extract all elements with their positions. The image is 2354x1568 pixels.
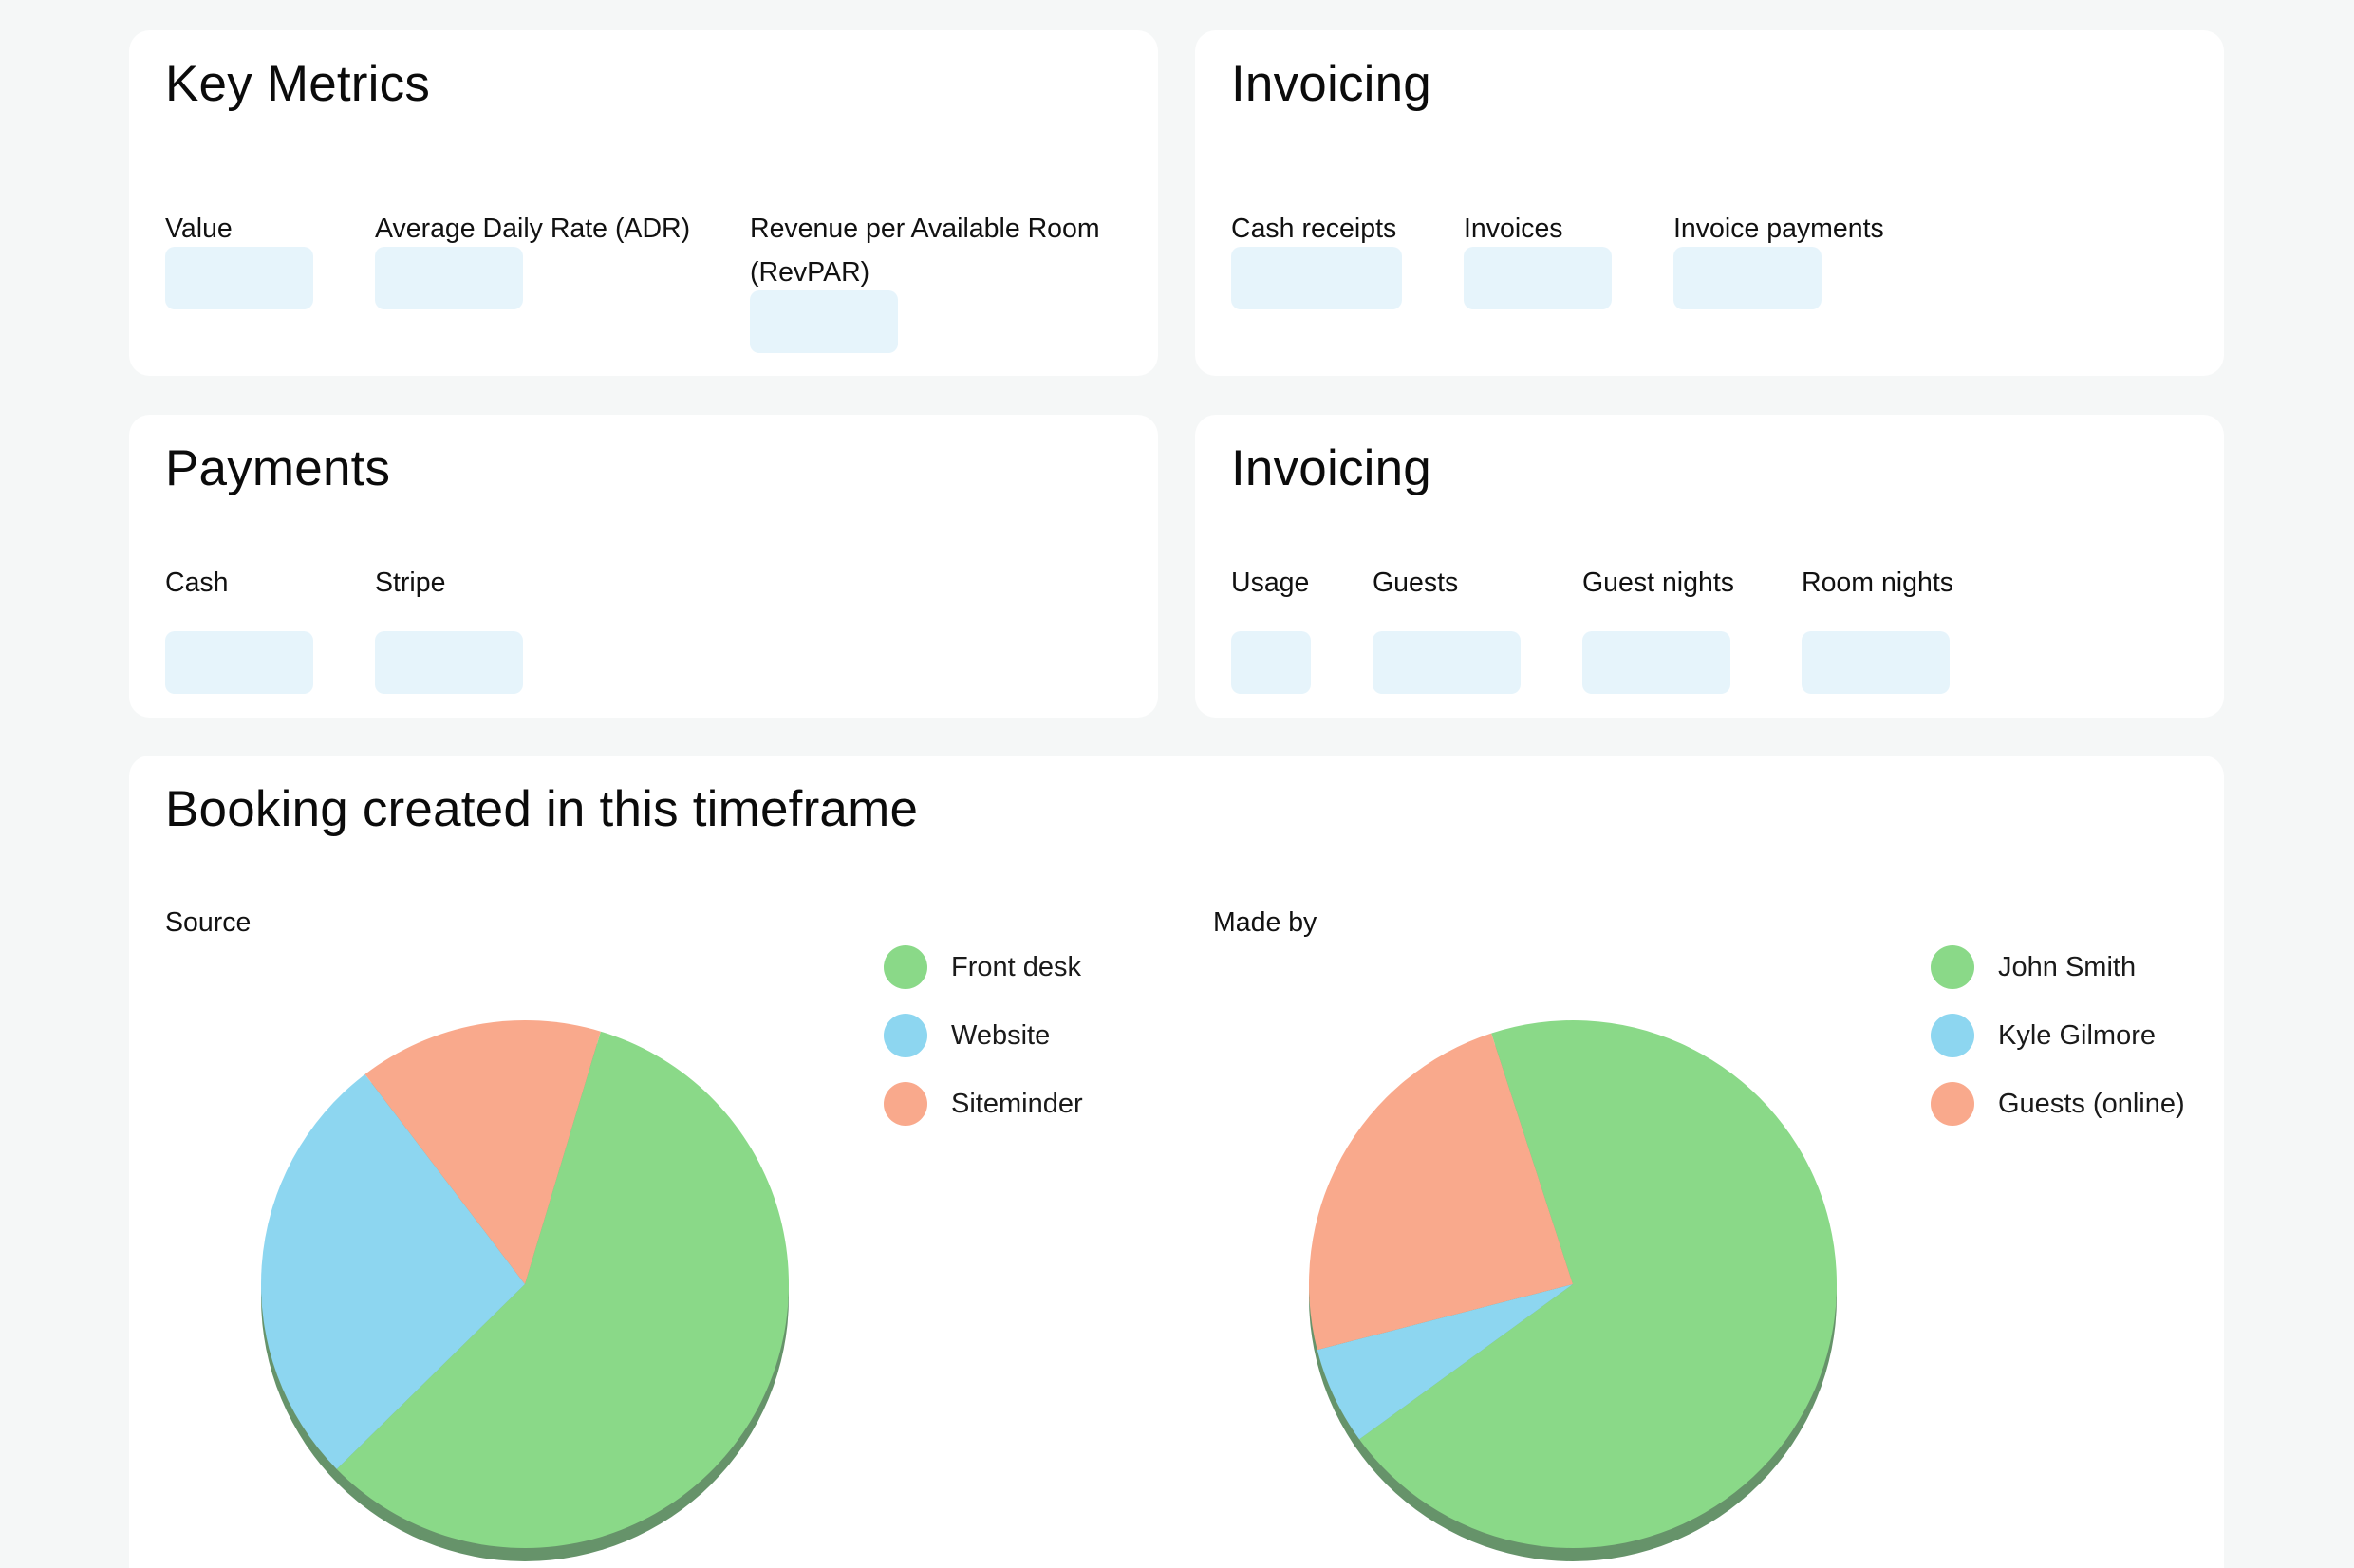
legend-dot-icon	[1931, 945, 1974, 989]
metric-cash-placeholder	[165, 631, 313, 694]
metric-label: Value	[165, 214, 233, 244]
metric-label: Guest nights	[1582, 568, 1735, 598]
metric-invoice-payments: Invoice payments	[1673, 207, 1884, 251]
legend-label: Front desk	[951, 951, 1081, 982]
legend-item[interactable]: Front desk	[884, 944, 1081, 990]
metric-label: Stripe	[375, 568, 446, 598]
legend-item[interactable]: Siteminder	[884, 1081, 1083, 1127]
metric-revpar-placeholder	[750, 290, 898, 353]
metric-guest-nights: Guest nights	[1582, 561, 1734, 605]
metric-stripe-placeholder	[375, 631, 523, 694]
metric-room-nights: Room nights	[1802, 561, 1953, 605]
legend-item[interactable]: Kyle Gilmore	[1931, 1013, 2156, 1058]
metric-cash-receipts-placeholder	[1231, 247, 1402, 309]
metric-adr: Average Daily Rate (ADR)	[375, 207, 690, 251]
invoicing-title: Invoicing	[1231, 56, 1431, 112]
legend-item[interactable]: John Smith	[1931, 944, 2136, 990]
metric-invoice-payments-placeholder	[1673, 247, 1822, 309]
metric-invoices-placeholder	[1464, 247, 1612, 309]
metric-label: Revenue per Available Room	[750, 214, 1100, 244]
payments-title: Payments	[165, 440, 391, 496]
chart-title-source: Source	[165, 907, 252, 938]
bookings-card: Booking created in this timeframe Source…	[129, 756, 2224, 1568]
legend-label: Website	[951, 1019, 1051, 1051]
payments-card: Payments Cash Stripe	[129, 415, 1158, 718]
legend-label: Siteminder	[951, 1088, 1083, 1119]
legend-dot-icon	[1931, 1082, 1974, 1126]
legend-label: John Smith	[1998, 951, 2137, 982]
metric-label: Guests	[1373, 568, 1459, 598]
metric-label: Usage	[1231, 568, 1310, 598]
metric-guests-placeholder	[1373, 631, 1521, 694]
metric-label: Invoices	[1464, 214, 1563, 244]
pie-slice-website[interactable]	[261, 1073, 525, 1469]
metric-label-line2: (RevPAR)	[750, 257, 870, 288]
bookings-title: Booking created in this timeframe	[165, 781, 919, 837]
metric-value-placeholder	[165, 247, 313, 309]
legend-dot-icon	[884, 945, 927, 989]
invoicing-card: Invoicing Cash receipts Invoices Invoice…	[1195, 30, 2224, 376]
metric-guest-nights-placeholder	[1582, 631, 1730, 694]
legend-dot-icon	[884, 1082, 927, 1126]
key-metrics-title: Key Metrics	[165, 56, 431, 112]
legend-label: Kyle Gilmore	[1998, 1019, 2156, 1051]
legend-item[interactable]: Website	[884, 1013, 1050, 1058]
usage-card-title: Invoicing	[1231, 440, 1431, 496]
metric-label: Invoice payments	[1673, 214, 1884, 244]
metric-stripe: Stripe	[375, 561, 445, 605]
metric-label: Cash	[165, 568, 229, 598]
metric-guests: Guests	[1373, 561, 1458, 605]
source-pie-chart	[261, 1020, 789, 1561]
pie-slice-siteminder[interactable]	[364, 1020, 601, 1284]
legend-dot-icon	[884, 1014, 927, 1057]
metric-invoices: Invoices	[1464, 207, 1563, 251]
legend-item[interactable]: Guests (online)	[1931, 1081, 2185, 1127]
legend-dot-icon	[1931, 1014, 1974, 1057]
metric-label: Room nights	[1802, 568, 1953, 598]
metric-cash-receipts: Cash receipts	[1231, 207, 1396, 251]
usage-card: Invoicing Usage Guests Guest nights Room…	[1195, 415, 2224, 718]
pie-slice-front-desk[interactable]	[336, 1031, 789, 1548]
metric-revpar: Revenue per Available Room (RevPAR)	[750, 207, 1100, 294]
metric-cash: Cash	[165, 561, 229, 605]
metric-label: Cash receipts	[1231, 214, 1397, 244]
metric-adr-placeholder	[375, 247, 523, 309]
chart-title-made-by: Made by	[1213, 907, 1317, 938]
metric-usage: Usage	[1231, 561, 1309, 605]
metric-usage-placeholder	[1231, 631, 1311, 694]
key-metrics-card: Key Metrics Value Average Daily Rate (AD…	[129, 30, 1158, 376]
metric-room-nights-placeholder	[1802, 631, 1950, 694]
metric-label: Average Daily Rate (ADR)	[375, 214, 691, 244]
legend-label: Guests (online)	[1998, 1088, 2185, 1119]
metric-value: Value	[165, 207, 233, 251]
